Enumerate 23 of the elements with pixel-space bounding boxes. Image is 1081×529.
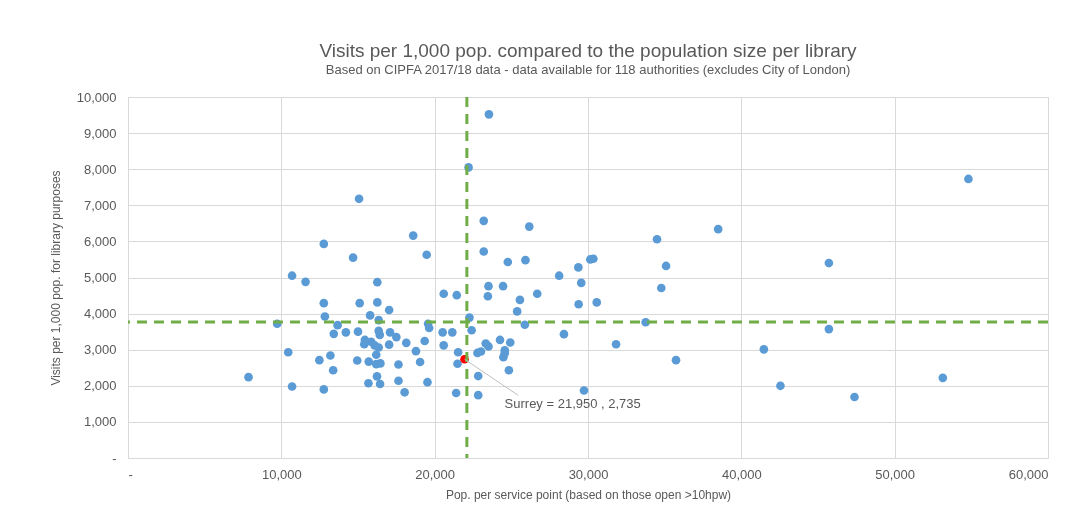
- y-tick-label: -: [112, 450, 117, 466]
- y-tick-label: 4,000: [83, 306, 117, 322]
- y-tick-label: 2,000: [83, 378, 117, 394]
- y-tick-label: 8,000: [83, 161, 117, 177]
- x-tick-label: 50,000: [875, 466, 916, 482]
- y-tick-label: 9,000: [83, 125, 117, 141]
- chart-title: Visits per 1,000 pop. compared to the population size per library: [319, 40, 858, 61]
- chart-subtitle: Based on CIPFA 2017/18 data - data available for 118 authorities (excludes City of London): [325, 62, 851, 77]
- x-tick-label: 30,000: [568, 466, 609, 482]
- y-tick-label: 1,000: [83, 414, 117, 430]
- x-tick-label: 10,000: [261, 466, 302, 482]
- y-axis-title: Visits per 1,000 pop. for library purposes: [48, 170, 63, 386]
- x-tick-label: 60,000: [1008, 466, 1049, 482]
- y-tick-label: 10,000: [76, 89, 117, 105]
- x-axis-title: Pop. per service point (based on those open >10hpw): [445, 487, 732, 502]
- x-tick-label: -: [128, 466, 133, 482]
- y-tick-label: 3,000: [83, 342, 117, 358]
- x-tick-label: 40,000: [721, 466, 762, 482]
- x-tick-label: 20,000: [415, 466, 456, 482]
- y-tick-label: 7,000: [83, 197, 117, 213]
- y-tick-label: 6,000: [83, 233, 117, 249]
- annotation: Surrey = 21,950 , 2,735: [504, 396, 641, 412]
- y-tick-label: 5,000: [83, 270, 117, 285]
